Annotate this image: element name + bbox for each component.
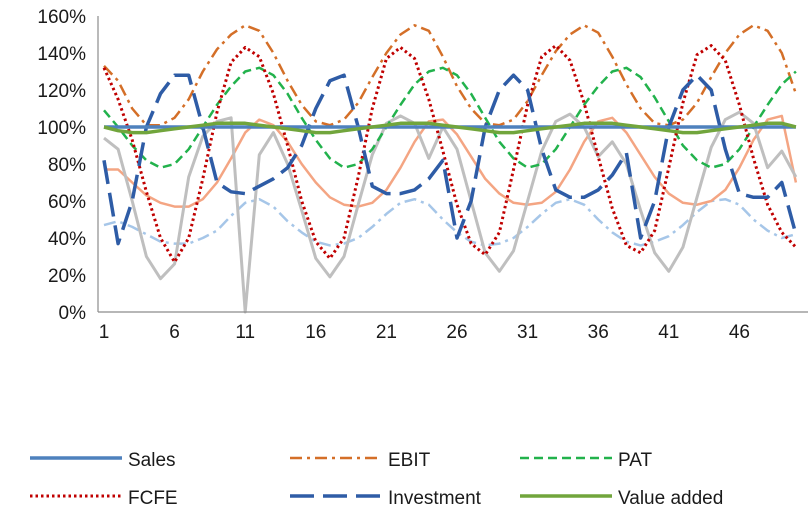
y-tick-label: 120%	[37, 81, 86, 102]
x-tick-label: 1	[99, 322, 110, 343]
legend-label: EBIT	[388, 450, 431, 471]
legend-item: Investment	[290, 488, 482, 509]
y-tick-label: 140%	[37, 44, 86, 65]
series-line-unlabeled-8	[103, 110, 798, 314]
y-tick-label: 60%	[48, 192, 86, 213]
x-tick-label: 36	[588, 322, 609, 343]
series-line-fcfe	[102, 44, 797, 264]
series-line-ebit	[103, 24, 798, 127]
legend-label: FCFE	[128, 488, 178, 509]
y-tick-label: 80%	[48, 155, 86, 176]
x-tick-label: 16	[305, 322, 326, 343]
y-tick-label: 0%	[59, 303, 87, 324]
y-tick-label: 40%	[48, 229, 86, 250]
legend-item: Value added	[520, 488, 723, 509]
y-axis-tick-labels: 0% 20% 40% 60% 80% 100% 120% 140% 160%	[37, 7, 86, 324]
x-axis-tick-labels: 1 6 11 16 21 26 31 36 41 46	[99, 322, 750, 343]
y-tick-label: 160%	[37, 7, 86, 28]
series-line-value-added	[103, 121, 797, 135]
x-tick-label: 11	[235, 322, 255, 343]
legend-label: Investment	[388, 488, 482, 509]
series-line-investment	[102, 73, 798, 246]
y-tick-label: 20%	[48, 266, 86, 287]
x-tick-label: 21	[376, 322, 397, 343]
legend-label: Sales	[128, 450, 176, 471]
legend-item: EBIT	[290, 450, 431, 471]
legend-item: FCFE	[30, 488, 178, 509]
legend-item: PAT	[520, 450, 653, 471]
x-tick-label: 6	[169, 322, 180, 343]
series-lines	[102, 24, 798, 314]
x-tick-label: 41	[658, 322, 679, 343]
legend-label: PAT	[618, 450, 653, 471]
y-tick-label: 100%	[37, 118, 86, 139]
legend-label: Value added	[618, 488, 723, 509]
x-tick-label: 46	[729, 322, 750, 343]
x-tick-label: 26	[446, 322, 467, 343]
legend-item: Sales	[30, 450, 176, 471]
x-tick-label: 31	[517, 322, 538, 343]
series-line-unlabeled-6	[103, 197, 797, 247]
chart-legend: Sales EBIT PAT FCFE Investment Value added	[30, 450, 723, 509]
